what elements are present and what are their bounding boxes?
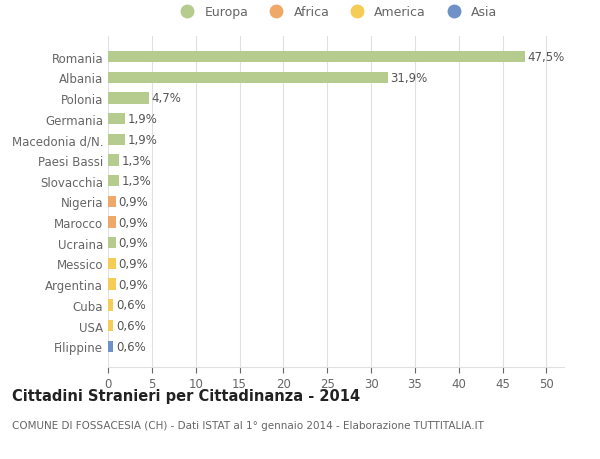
Bar <box>108 134 125 146</box>
Bar <box>108 341 113 352</box>
Text: 0,9%: 0,9% <box>119 216 148 229</box>
Text: COMUNE DI FOSSACESIA (CH) - Dati ISTAT al 1° gennaio 2014 - Elaborazione TUTTITA: COMUNE DI FOSSACESIA (CH) - Dati ISTAT a… <box>12 420 484 430</box>
Bar <box>108 73 388 84</box>
Bar <box>108 320 113 331</box>
Text: 4,7%: 4,7% <box>152 92 182 105</box>
Text: Cittadini Stranieri per Cittadinanza - 2014: Cittadini Stranieri per Cittadinanza - 2… <box>12 388 360 403</box>
Bar <box>108 258 116 269</box>
Bar <box>108 217 116 228</box>
Text: 0,6%: 0,6% <box>116 319 146 332</box>
Bar <box>108 300 113 311</box>
Text: 1,3%: 1,3% <box>122 175 152 188</box>
Bar <box>108 52 524 63</box>
Bar <box>108 279 116 290</box>
Text: 0,9%: 0,9% <box>119 257 148 270</box>
Text: 47,5%: 47,5% <box>527 51 565 64</box>
Bar <box>108 114 125 125</box>
Text: 0,9%: 0,9% <box>119 237 148 250</box>
Legend: Europa, Africa, America, Asia: Europa, Africa, America, Asia <box>170 1 502 24</box>
Bar <box>108 155 119 166</box>
Text: 0,6%: 0,6% <box>116 299 146 312</box>
Text: 0,9%: 0,9% <box>119 278 148 291</box>
Text: 31,9%: 31,9% <box>391 72 428 84</box>
Bar <box>108 238 116 249</box>
Bar <box>108 196 116 207</box>
Bar <box>108 176 119 187</box>
Text: 0,6%: 0,6% <box>116 340 146 353</box>
Text: 1,9%: 1,9% <box>127 134 157 146</box>
Bar <box>108 93 149 104</box>
Text: 1,9%: 1,9% <box>127 113 157 126</box>
Text: 1,3%: 1,3% <box>122 154 152 167</box>
Text: 0,9%: 0,9% <box>119 196 148 208</box>
